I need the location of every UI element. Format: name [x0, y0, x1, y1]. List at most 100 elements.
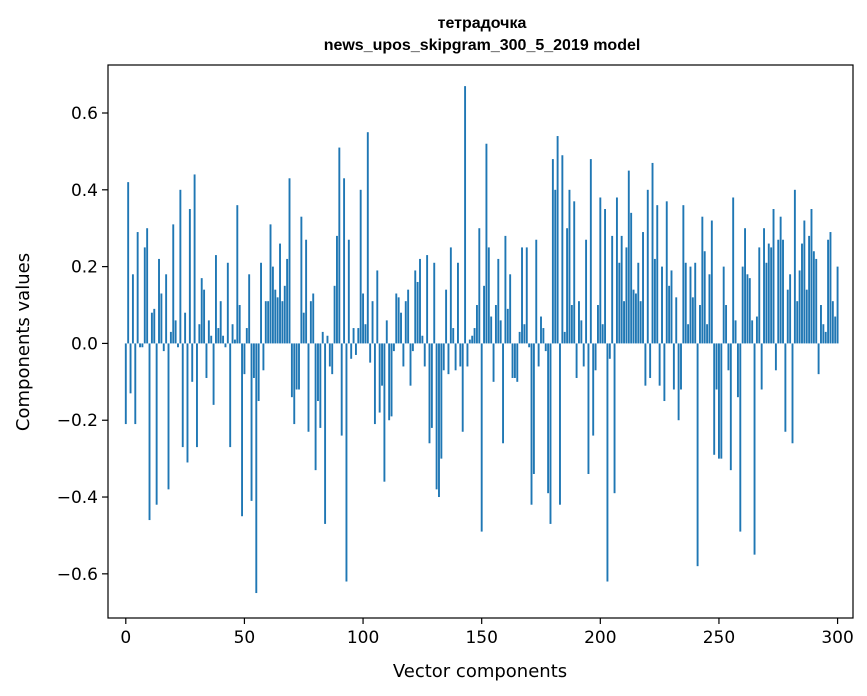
bar-24	[181, 343, 184, 448]
bar-94	[347, 239, 350, 344]
bar-61	[269, 224, 272, 344]
bar-34	[205, 343, 208, 378]
bar-271	[767, 243, 770, 344]
bar-199	[597, 305, 599, 344]
bar-47	[236, 205, 239, 344]
bar-51	[245, 328, 248, 344]
bar-73	[298, 343, 300, 390]
bar-161	[506, 308, 509, 344]
bar-70	[290, 343, 293, 398]
bar-234	[680, 343, 682, 390]
bar-59	[264, 301, 267, 344]
bar-289	[810, 209, 813, 344]
bar-108	[381, 343, 383, 386]
bar-223	[653, 258, 656, 344]
bar-138	[452, 328, 455, 344]
bar-169	[525, 247, 528, 344]
bar-110	[385, 320, 388, 344]
bar-272	[770, 247, 773, 344]
x-axis-ticks: 0 50 100 150 200 250 300	[120, 618, 854, 648]
bar-282	[793, 189, 796, 344]
bar-203	[606, 343, 609, 582]
bar-79	[312, 293, 315, 344]
y-axis-ticks: −0.6 −0.4 −0.2 0.0 0.2 0.4 0.6	[57, 104, 108, 585]
bar-58	[262, 343, 265, 371]
bar-72	[295, 343, 298, 390]
bar-213	[630, 212, 633, 344]
plot-frame	[107, 64, 854, 619]
bar-43	[226, 262, 229, 344]
bar-250	[718, 343, 720, 459]
bar-71	[293, 343, 296, 425]
bar-207	[615, 197, 618, 344]
bar-19	[169, 331, 172, 344]
bar-154	[490, 316, 493, 344]
bar-109	[383, 343, 386, 482]
bar-300	[836, 266, 839, 344]
bar-100	[362, 293, 365, 344]
bar-219	[644, 343, 647, 386]
y-tick-label: 0.6	[71, 104, 98, 124]
bar-20	[172, 224, 175, 344]
x-tick-label: 250	[703, 628, 735, 648]
bar-146	[471, 335, 474, 344]
bar-187	[568, 189, 571, 344]
bar-0	[124, 343, 127, 425]
x-tick-label: 100	[347, 628, 379, 648]
bar-276	[779, 216, 782, 344]
bar-180	[551, 159, 554, 344]
bar-17	[165, 274, 168, 344]
bar-159	[502, 343, 504, 444]
bar-156	[494, 305, 497, 344]
bar-112	[390, 343, 393, 417]
y-tick-label: −0.6	[57, 565, 98, 585]
bar-164	[513, 343, 516, 378]
bar-253	[725, 305, 728, 344]
bar-55	[255, 343, 258, 594]
bar-26	[186, 343, 189, 463]
bar-227	[663, 343, 666, 402]
bar-33	[203, 289, 206, 344]
bar-266	[755, 316, 758, 344]
bar-5	[136, 232, 139, 344]
bar-168	[523, 324, 526, 344]
chart-title: тетрадочка	[438, 15, 527, 32]
bar-261	[744, 228, 746, 344]
bar-118	[404, 301, 407, 344]
bar-63	[274, 289, 277, 344]
bar-2	[129, 343, 132, 394]
bar-192	[580, 320, 583, 344]
bar-131	[435, 343, 438, 490]
bar-228	[665, 201, 668, 344]
bar-279	[786, 289, 789, 344]
bar-77	[307, 343, 310, 432]
bar-296	[827, 239, 830, 344]
bar-115	[397, 297, 400, 344]
bar-42	[224, 343, 227, 348]
bar-18	[167, 343, 170, 490]
bar-189	[573, 201, 576, 344]
bar-149	[478, 228, 481, 344]
bar-270	[765, 262, 768, 344]
bar-98	[357, 328, 360, 344]
bar-9	[146, 228, 149, 344]
bar-200	[599, 197, 602, 344]
bar-103	[369, 343, 372, 363]
bar-205	[611, 235, 614, 344]
bar-265	[753, 343, 756, 555]
bar-62	[271, 266, 274, 344]
bar-65	[279, 243, 281, 344]
bar-299	[834, 316, 837, 344]
bar-290	[812, 251, 815, 344]
bar-105	[373, 343, 376, 425]
bar-107	[378, 343, 381, 413]
bar-60	[267, 301, 270, 344]
bar-182	[556, 136, 559, 344]
bar-297	[829, 232, 832, 344]
bar-76	[305, 239, 308, 344]
bar-133	[440, 343, 443, 459]
bar-126	[423, 343, 426, 367]
bar-29	[193, 174, 196, 344]
y-axis-label: Components values	[13, 253, 34, 431]
bar-287	[805, 289, 808, 344]
